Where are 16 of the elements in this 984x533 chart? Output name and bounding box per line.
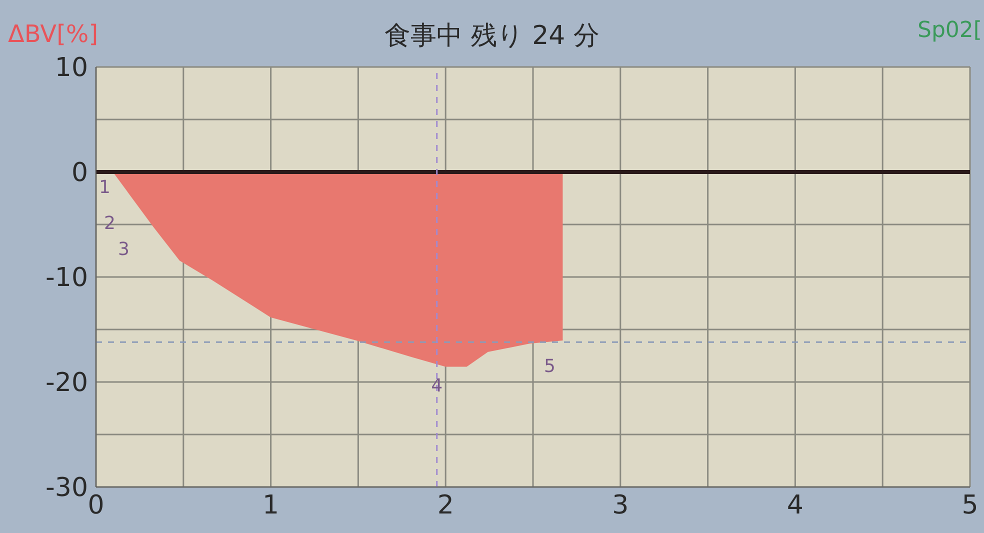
y-tick-label: 0	[71, 158, 88, 188]
y-tick-label: 10	[54, 53, 88, 84]
annotation: 3	[118, 239, 130, 260]
y-tick-label: -10	[46, 263, 88, 294]
x-tick-label: 3	[612, 490, 629, 520]
annotation: 1	[99, 177, 110, 198]
x-tick-label: 4	[786, 490, 804, 520]
y-tick-label: -20	[46, 368, 88, 398]
y2-axis-title: Sp02[	[917, 18, 982, 43]
x-tick-label: 5	[962, 490, 978, 520]
chart-title: 食事中 残り 24 分	[384, 21, 600, 51]
x-tick-label: 2	[437, 490, 454, 520]
x-tick-label: 1	[262, 490, 280, 520]
annotation: 5	[544, 356, 556, 377]
y-axis-title: ΔBV[%]	[8, 20, 98, 48]
y-tick-label: -30	[46, 473, 88, 504]
